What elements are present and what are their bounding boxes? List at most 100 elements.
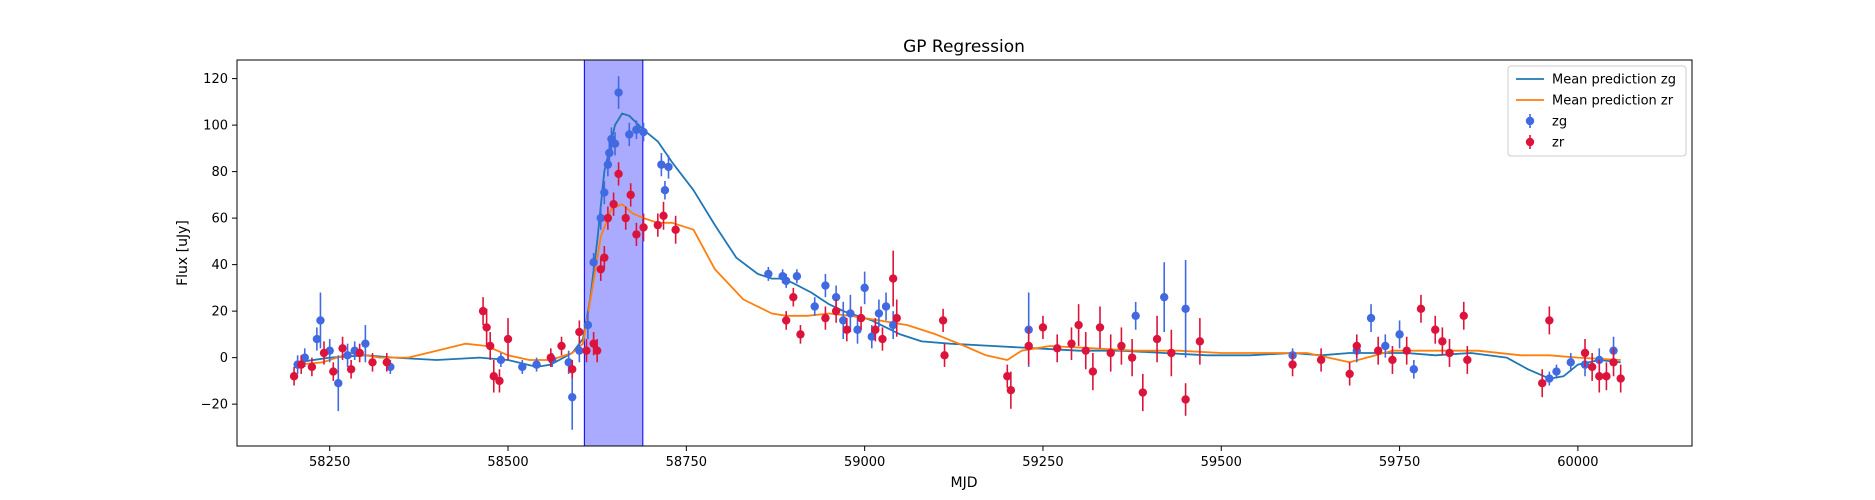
data-point: [614, 88, 623, 97]
data-point: [1352, 341, 1361, 351]
data-point: [639, 127, 648, 137]
data-point: [1053, 344, 1062, 353]
data-point: [582, 346, 591, 355]
data-point: [860, 283, 869, 293]
y-tick-label: 120: [203, 72, 228, 87]
legend: Mean prediction zg Mean prediction zr zg zr: [1507, 65, 1687, 157]
data-point: [881, 302, 891, 311]
data-point: [478, 306, 488, 316]
data-point: [334, 379, 343, 388]
x-tick-label: 58250: [309, 455, 350, 470]
data-point: [1609, 358, 1618, 367]
data-point: [874, 309, 884, 318]
data-point: [653, 220, 663, 230]
data-point: [312, 334, 322, 344]
data-point: [1127, 353, 1137, 362]
plot-layer: [289, 60, 1625, 446]
data-point: [1195, 337, 1205, 346]
data-point: [1152, 334, 1162, 344]
data-point: [1431, 325, 1440, 334]
data-point: [764, 269, 773, 279]
data-point: [546, 353, 556, 362]
data-point: [1395, 330, 1404, 339]
data-point: [532, 360, 541, 369]
y-tick-label: −20: [201, 398, 228, 413]
y-tick-label: 100: [203, 119, 228, 134]
data-point: [368, 358, 377, 367]
data-point: [821, 313, 830, 323]
data-point: [1566, 358, 1575, 367]
data-point: [810, 302, 819, 311]
data-point: [1095, 323, 1105, 332]
legend-label: Mean prediction zg: [1552, 73, 1676, 88]
data-point: [296, 360, 306, 369]
series-points-3: [289, 162, 1625, 416]
data-point: [1067, 339, 1076, 348]
data-point: [632, 125, 641, 134]
data-point: [316, 316, 325, 325]
data-point: [639, 223, 648, 232]
data-point: [878, 334, 887, 344]
data-point: [1545, 374, 1554, 383]
data-point: [1024, 341, 1033, 351]
data-point: [888, 320, 898, 330]
data-point: [503, 334, 513, 344]
data-point: [596, 265, 605, 274]
data-point: [831, 292, 841, 302]
data-point: [1373, 346, 1383, 355]
data-point: [603, 160, 613, 169]
data-point: [355, 348, 364, 358]
y-tick-label: 20: [211, 305, 228, 320]
data-point: [781, 316, 791, 325]
data-point: [1463, 355, 1472, 365]
legend-box: [1507, 65, 1687, 157]
x-axis-label: MJD: [951, 475, 978, 491]
data-point: [1552, 367, 1561, 376]
x-tick-label: 59250: [1022, 455, 1063, 470]
data-point: [1538, 379, 1547, 388]
data-point: [568, 392, 577, 402]
data-point: [495, 376, 504, 386]
data-point: [842, 325, 852, 334]
data-point: [1088, 367, 1098, 376]
data-point: [940, 351, 949, 360]
data-point: [664, 162, 673, 172]
x-tick-label: 59000: [844, 455, 885, 470]
data-point: [1316, 355, 1326, 365]
data-point: [583, 320, 593, 330]
x-tick-label: 58750: [666, 455, 707, 470]
data-point: [1117, 341, 1126, 351]
data-point: [1181, 304, 1190, 314]
legend-label: Mean prediction zr: [1552, 94, 1674, 109]
data-point: [1580, 348, 1590, 358]
data-point: [614, 169, 623, 179]
x-tick-label: 59750: [1379, 455, 1420, 470]
data-point: [1081, 346, 1090, 355]
data-point: [1409, 365, 1419, 374]
data-point: [1595, 372, 1604, 381]
y-tick-label: 0: [220, 351, 228, 366]
data-point: [938, 316, 948, 325]
data-point: [632, 230, 641, 239]
data-point: [626, 190, 635, 200]
data-point: [660, 186, 670, 195]
data-point: [1138, 388, 1148, 397]
plot-frame: [236, 59, 1693, 447]
data-point: [300, 353, 309, 362]
data-point: [659, 211, 668, 220]
data-point: [338, 344, 347, 353]
legend-point-marker: [1525, 137, 1535, 147]
data-point: [1131, 311, 1140, 320]
data-point: [609, 199, 618, 209]
data-point: [853, 325, 862, 334]
y-tick-label: 60: [211, 212, 228, 227]
data-point: [592, 346, 602, 355]
data-point: [1445, 348, 1454, 358]
data-point: [1288, 360, 1297, 369]
data-point: [1181, 395, 1190, 404]
data-point: [489, 372, 498, 381]
data-point: [361, 339, 370, 348]
data-point: [657, 160, 666, 169]
data-point: [289, 372, 299, 381]
data-point: [1587, 362, 1597, 372]
